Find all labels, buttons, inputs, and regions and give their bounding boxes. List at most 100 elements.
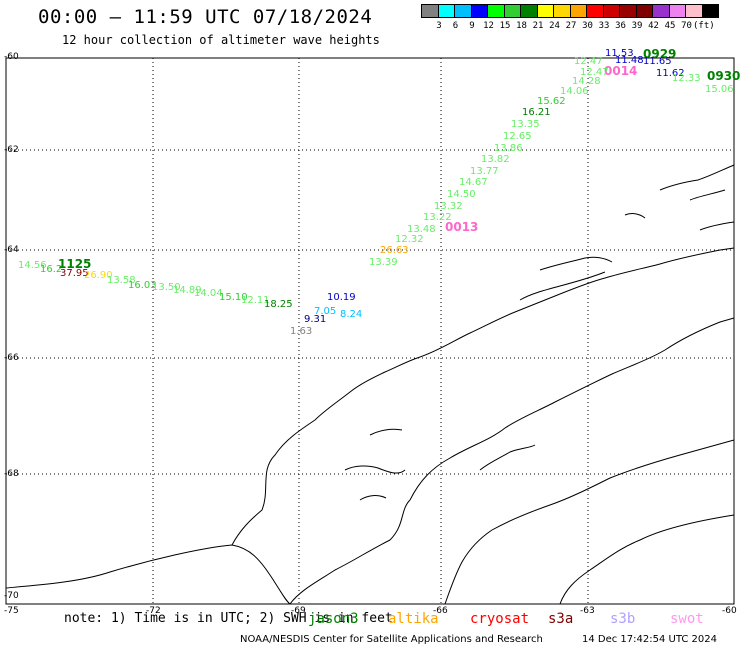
- wave-height-label: 26.63: [380, 245, 409, 256]
- satellite-s3a: s3a: [548, 611, 573, 627]
- lat-label: -66: [4, 353, 19, 363]
- color-scale-tick: 39: [631, 21, 643, 31]
- color-scale-tick: (ft): [693, 21, 715, 31]
- wave-height-label: 12.32: [395, 234, 424, 245]
- wave-height-label: 14.04: [194, 288, 223, 299]
- satellite-name: jason3: [308, 611, 359, 627]
- wave-height-label: 15.06: [705, 84, 734, 95]
- lat-label: -60: [4, 52, 19, 62]
- color-scale-tick: 36: [615, 21, 626, 31]
- wave-height-label: 14.06: [560, 86, 589, 97]
- graticule: [6, 58, 734, 604]
- wave-height-label: 11.48: [615, 55, 644, 66]
- color-scale-tick: 18: [516, 21, 527, 31]
- color-scale-tick: 45: [664, 21, 676, 31]
- wave-height-label: 14.56: [18, 260, 47, 271]
- wave-height-label: 7.05: [314, 306, 336, 317]
- wave-height-label: 13.50: [152, 282, 181, 293]
- color-scale-tick: 21: [532, 21, 544, 31]
- wave-height-label: 13.82: [481, 154, 510, 165]
- color-scale-tick: 30: [582, 21, 593, 31]
- wave-height-label: 14.28: [572, 76, 601, 87]
- note-text: note: 1) Time is in UTC; 2) SWH is in fe…: [64, 611, 393, 626]
- satellite-jason3: jason3: [308, 611, 359, 627]
- satellite-name: s3a: [548, 611, 574, 627]
- wave-height-label: 13.58: [107, 275, 136, 286]
- color-scale-tick: 15: [499, 21, 511, 31]
- lon-label: -60: [722, 606, 737, 616]
- lon-label: -69: [291, 606, 306, 616]
- footer-credit: NOAA/NESDIS Center for Satellite Applica…: [240, 634, 543, 645]
- satellite-s3b: s3b: [610, 611, 635, 627]
- wave-height-label: 11.62: [656, 68, 685, 79]
- pass-time-label: 0930: [707, 69, 740, 83]
- pass-time-label: 0014: [604, 64, 637, 78]
- wave-height-label: 16.21: [522, 107, 551, 118]
- pass-time-label: 0013: [445, 220, 478, 234]
- lat-label: -68: [4, 469, 19, 479]
- wave-height-label: 10.19: [327, 292, 356, 303]
- wave-height-label: 13.86: [494, 143, 523, 154]
- footer-timestamp: 14 Dec 17:42:54 UTC 2024: [582, 634, 717, 645]
- wave-height-label: 13.48: [407, 224, 436, 235]
- chart-subtitle: 12 hour collection of altimeter wave hei…: [62, 33, 380, 47]
- wave-height-label: 12.33: [672, 73, 701, 84]
- wave-height-label: 11.65: [643, 56, 672, 67]
- wave-height-label: 15.10: [219, 292, 248, 303]
- wave-height-label: 14.50: [447, 189, 476, 200]
- wave-height-label: 11.53: [605, 48, 634, 59]
- wave-height-label: 8.24: [340, 309, 362, 320]
- color-scale-tick: 24: [549, 21, 560, 31]
- map-frame: [5, 57, 735, 605]
- satellite-name: cryosat: [470, 611, 530, 627]
- lon-label: -63: [580, 606, 595, 616]
- satellite-name: s3b: [610, 611, 636, 627]
- color-scale-tick: 27: [565, 21, 577, 31]
- wave-height-label: 12.47: [580, 67, 609, 78]
- satellite-altika: altika: [388, 611, 439, 627]
- color-scale-tick: 12: [483, 21, 494, 31]
- color-scale: [421, 4, 719, 18]
- lon-label: -75: [4, 606, 19, 616]
- wave-height-label: 13.22: [423, 212, 452, 223]
- wave-height-label: 12.47: [574, 56, 603, 67]
- color-scale-tick: 6: [452, 21, 459, 31]
- wave-height-label: 37.95: [60, 268, 89, 279]
- satellite-name: altika: [388, 611, 439, 627]
- wave-height-label: 13.32: [434, 201, 463, 212]
- wave-height-label: 26.90: [84, 270, 113, 281]
- lat-label: -64: [4, 245, 19, 255]
- lon-label: -66: [433, 606, 448, 616]
- lon-label: -72: [146, 606, 161, 616]
- wave-height-label: 16.2: [40, 264, 62, 275]
- wave-height-label: 13.39: [369, 257, 398, 268]
- color-scale-tick: 33: [598, 21, 610, 31]
- satellite-cryosat: cryosat: [470, 611, 529, 627]
- wave-height-label: 16.03: [128, 280, 157, 291]
- wave-height-label: 9.31: [304, 314, 326, 325]
- wave-height-label: 13.77: [470, 166, 499, 177]
- wave-height-label: 13.35: [511, 119, 540, 130]
- color-scale-tick: 3: [436, 21, 442, 31]
- wave-height-label: 1.63: [290, 326, 312, 337]
- color-scale-tick: 9: [469, 21, 475, 31]
- lat-label: -62: [4, 145, 19, 155]
- pass-time-label: 1125: [58, 257, 91, 271]
- coastline: [5, 164, 735, 605]
- wave-height-label: 15.62: [537, 96, 566, 107]
- wave-height-label: 18.25: [264, 299, 293, 310]
- color-swatch: [701, 4, 719, 18]
- wave-height-label: 12.65: [503, 131, 532, 142]
- color-scale-tick: 42: [648, 21, 659, 31]
- satellite-name: swot: [670, 611, 704, 627]
- chart-title: 00:00 – 11:59 UTC 07/18/2024: [38, 6, 373, 28]
- wave-height-label: 14.89: [173, 285, 202, 296]
- wave-height-label: 14.67: [459, 177, 488, 188]
- lat-label: -70: [4, 591, 19, 601]
- satellite-swot: swot: [670, 611, 704, 627]
- pass-time-label: 0929: [643, 47, 676, 61]
- wave-height-label: 12.11: [241, 295, 270, 306]
- color-scale-tick: 70: [681, 21, 692, 31]
